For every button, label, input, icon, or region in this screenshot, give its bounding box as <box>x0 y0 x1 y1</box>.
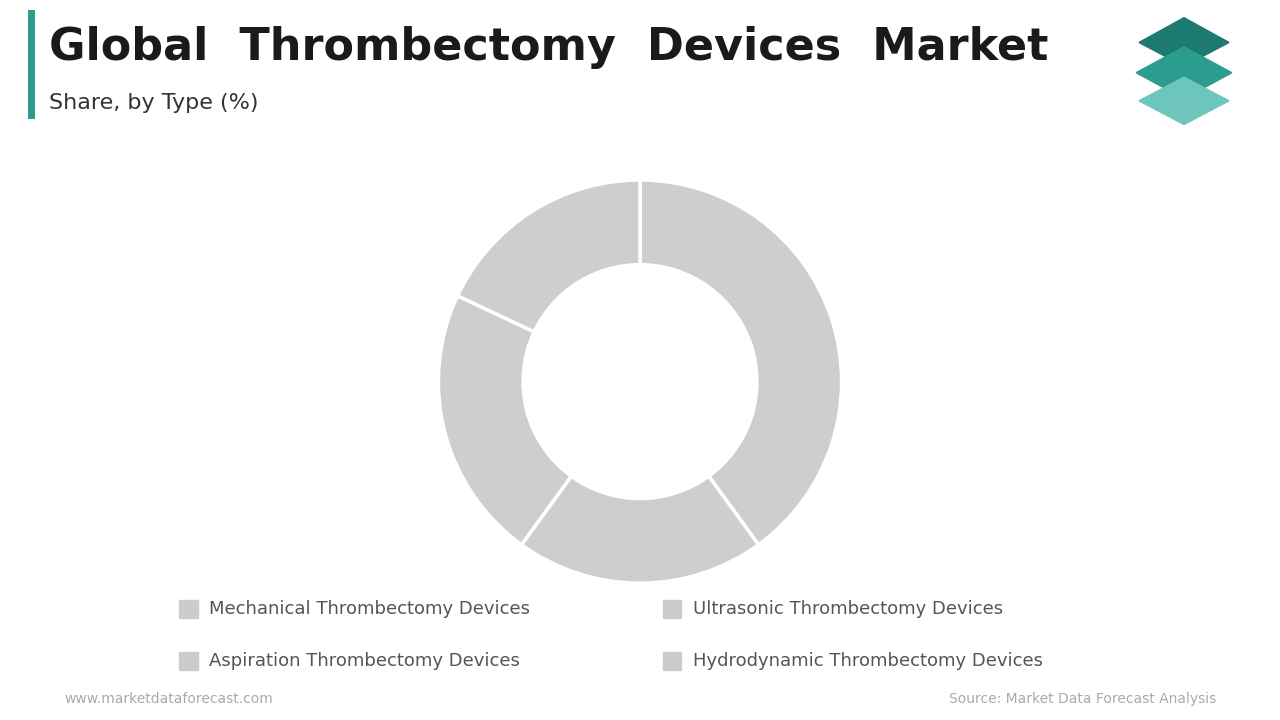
Polygon shape <box>1139 77 1229 125</box>
Text: Ultrasonic Thrombectomy Devices: Ultrasonic Thrombectomy Devices <box>692 600 1004 618</box>
Polygon shape <box>1137 47 1231 99</box>
Text: Aspiration Thrombectomy Devices: Aspiration Thrombectomy Devices <box>209 652 520 670</box>
FancyBboxPatch shape <box>28 10 35 120</box>
Wedge shape <box>521 476 759 583</box>
Bar <box>179 652 197 670</box>
Text: Share, by Type (%): Share, by Type (%) <box>49 94 259 113</box>
Text: Source: Market Data Forecast Analysis: Source: Market Data Forecast Analysis <box>948 693 1216 706</box>
Bar <box>663 652 681 670</box>
Wedge shape <box>640 180 841 545</box>
Polygon shape <box>1139 17 1229 66</box>
Bar <box>179 600 197 618</box>
Text: Global  Thrombectomy  Devices  Market: Global Thrombectomy Devices Market <box>49 26 1048 69</box>
Text: Mechanical Thrombectomy Devices: Mechanical Thrombectomy Devices <box>209 600 530 618</box>
Text: www.marketdataforecast.com: www.marketdataforecast.com <box>64 693 273 706</box>
Bar <box>663 600 681 618</box>
Wedge shape <box>457 180 640 332</box>
Text: Hydrodynamic Thrombectomy Devices: Hydrodynamic Thrombectomy Devices <box>692 652 1043 670</box>
Wedge shape <box>439 296 571 545</box>
